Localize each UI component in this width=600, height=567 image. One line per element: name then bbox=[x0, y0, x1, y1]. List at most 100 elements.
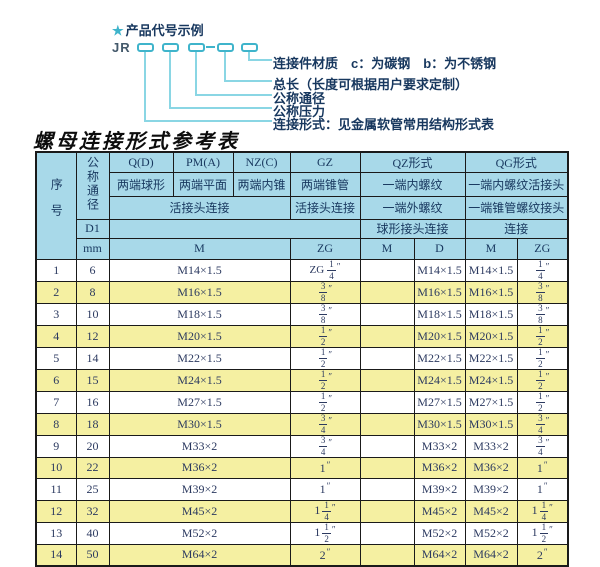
cell-qz-d: M39×2 bbox=[413, 478, 466, 501]
cell-qz-d: M20×1.5 bbox=[413, 324, 466, 348]
table-row: 10 22 M36×2 1″ M36×2 M36×2 1″ bbox=[35, 456, 569, 479]
cell-qz-d: M30×1.5 bbox=[413, 412, 466, 436]
header-group-qg: QG形式 bbox=[464, 151, 569, 173]
header-conn-union: 活接头连接 bbox=[108, 195, 291, 220]
cell-qg-m: M18×1.5 bbox=[464, 302, 518, 326]
cell-m: M18×1.5 bbox=[108, 302, 291, 326]
cell-qz-d: M14×1.5 bbox=[413, 258, 466, 282]
cell-qg-m: M64×2 bbox=[464, 543, 518, 566]
cell-no: 7 bbox=[35, 390, 77, 414]
cell-dn: 50 bbox=[75, 543, 110, 566]
header-group-qz: QZ形式 bbox=[359, 151, 466, 173]
cell-qz-m bbox=[359, 302, 415, 326]
cell-m: M45×2 bbox=[108, 499, 291, 523]
connector-line bbox=[195, 94, 272, 96]
cell-qz-m bbox=[359, 499, 415, 523]
cell-qz-m bbox=[359, 280, 415, 304]
header-conn2-qg: 连接 bbox=[464, 218, 569, 239]
cell-qz-m bbox=[359, 346, 415, 370]
header-end-nzc: 两端内锥 bbox=[232, 171, 291, 197]
cell-m: M22×1.5 bbox=[108, 346, 291, 370]
cell-m: M30×1.5 bbox=[108, 412, 291, 436]
cell-qz-m bbox=[359, 324, 415, 348]
cell-qz-m bbox=[359, 478, 415, 501]
cell-qg-zg: 1 2 ″ bbox=[516, 368, 569, 392]
header-unit-qz-d: D bbox=[413, 237, 466, 260]
table-row: 9 20 M33×2 3 4 ″ M33×2 M33×2 3 4 ″ bbox=[35, 434, 569, 458]
product-code-heading-text: 产品代号示例 bbox=[125, 23, 204, 38]
cell-qz-d: M52×2 bbox=[413, 521, 466, 545]
cell-dn: 25 bbox=[75, 478, 110, 501]
header-conn-qg: 一端锥管螺纹接头 bbox=[464, 195, 569, 220]
cell-no: 3 bbox=[35, 302, 77, 326]
header-unit-qg-m: M bbox=[464, 237, 518, 260]
cell-gz: 1″ bbox=[289, 478, 361, 501]
cell-qz-d: M36×2 bbox=[413, 456, 466, 479]
cell-qg-m: M52×2 bbox=[464, 521, 518, 545]
header-conn-qz: 一端外螺纹 bbox=[359, 195, 466, 220]
table-row: 12 32 M45×2 1 1 4 ″ M45×2 M45×2 1 1 4 ″ bbox=[35, 499, 569, 523]
cell-gz: 1 2 ″ bbox=[289, 346, 361, 370]
cell-qz-m bbox=[359, 368, 415, 392]
cell-qg-m: M27×1.5 bbox=[464, 390, 518, 414]
cell-no: 11 bbox=[35, 478, 77, 501]
cell-qz-d: M64×2 bbox=[413, 543, 466, 566]
cell-gz: ZG 1 4 ″ bbox=[289, 258, 361, 282]
cell-qg-zg: 1 4 ″ bbox=[516, 258, 569, 282]
cell-m: M20×1.5 bbox=[108, 324, 291, 348]
cell-qg-m: M33×2 bbox=[464, 434, 518, 458]
header-unit-qz-m: M bbox=[359, 237, 415, 260]
cell-dn: 20 bbox=[75, 434, 110, 458]
cell-no: 14 bbox=[35, 543, 77, 566]
header-mm: mm bbox=[75, 237, 110, 260]
cell-qg-zg: 3 4 ″ bbox=[516, 412, 569, 436]
table-row: 4 12 M20×1.5 1 2 ″ M20×1.5 M20×1.5 1 2 ″ bbox=[35, 324, 569, 348]
cell-dn: 10 bbox=[75, 302, 110, 326]
table-row: 11 25 M39×2 1″ M39×2 M39×2 1″ bbox=[35, 478, 569, 501]
header-group-nzc: NZ(C) bbox=[232, 151, 291, 173]
header-dn: 公称通径 bbox=[75, 151, 110, 220]
cell-no: 9 bbox=[35, 434, 77, 458]
cell-dn: 15 bbox=[75, 368, 110, 392]
table-row: 6 15 M24×1.5 1 2 ″ M24×1.5 M24×1.5 1 2 ″ bbox=[35, 368, 569, 392]
cell-gz: 1 1 4 ″ bbox=[289, 499, 361, 523]
cell-gz: 3 4 ″ bbox=[289, 412, 361, 436]
cell-dn: 32 bbox=[75, 499, 110, 523]
cell-no: 1 bbox=[35, 258, 77, 282]
table-title: 螺母连接形式参考表 bbox=[33, 131, 240, 153]
cell-no: 8 bbox=[35, 412, 77, 436]
cell-qg-zg: 1 2 ″ bbox=[516, 390, 569, 414]
header-group-qd: Q(D) bbox=[108, 151, 174, 173]
connector-line bbox=[144, 120, 272, 122]
cell-qz-m bbox=[359, 390, 415, 414]
label-nominal-pressure: 公称压力 bbox=[273, 104, 326, 119]
connector-line bbox=[144, 52, 146, 122]
cell-qg-zg: 3 8 ″ bbox=[516, 302, 569, 326]
cell-qz-d: M16×1.5 bbox=[413, 280, 466, 304]
cell-no: 5 bbox=[35, 346, 77, 370]
cell-dn: 12 bbox=[75, 324, 110, 348]
cell-qg-m: M30×1.5 bbox=[464, 412, 518, 436]
cell-gz: 1 2 ″ bbox=[289, 324, 361, 348]
cell-qg-m: M16×1.5 bbox=[464, 280, 518, 304]
cell-qg-m: M39×2 bbox=[464, 478, 518, 501]
cell-dn: 40 bbox=[75, 521, 110, 545]
cell-qz-m bbox=[359, 412, 415, 436]
product-code-heading: ★ 产品代号示例 bbox=[112, 20, 204, 39]
connector-line bbox=[224, 80, 272, 82]
cell-qg-zg: 1″ bbox=[516, 456, 569, 479]
header-d1: D1 bbox=[75, 218, 110, 239]
cell-qg-zg: 1 1 4 ″ bbox=[516, 499, 569, 523]
cell-qg-zg: 1″ bbox=[516, 478, 569, 501]
cell-gz: 3 4 ″ bbox=[289, 434, 361, 458]
header-spacer bbox=[108, 218, 361, 239]
cell-m: M52×2 bbox=[108, 521, 291, 545]
cell-no: 10 bbox=[35, 456, 77, 479]
cell-qg-m: M24×1.5 bbox=[464, 368, 518, 392]
label-total-length: 总长（长度可根据用户要求定制） bbox=[273, 77, 469, 92]
connector-line bbox=[169, 52, 171, 109]
cell-qg-zg: 3 8 ″ bbox=[516, 280, 569, 304]
cell-m: M64×2 bbox=[108, 543, 291, 566]
cell-qg-zg: 1 2 ″ bbox=[516, 346, 569, 370]
